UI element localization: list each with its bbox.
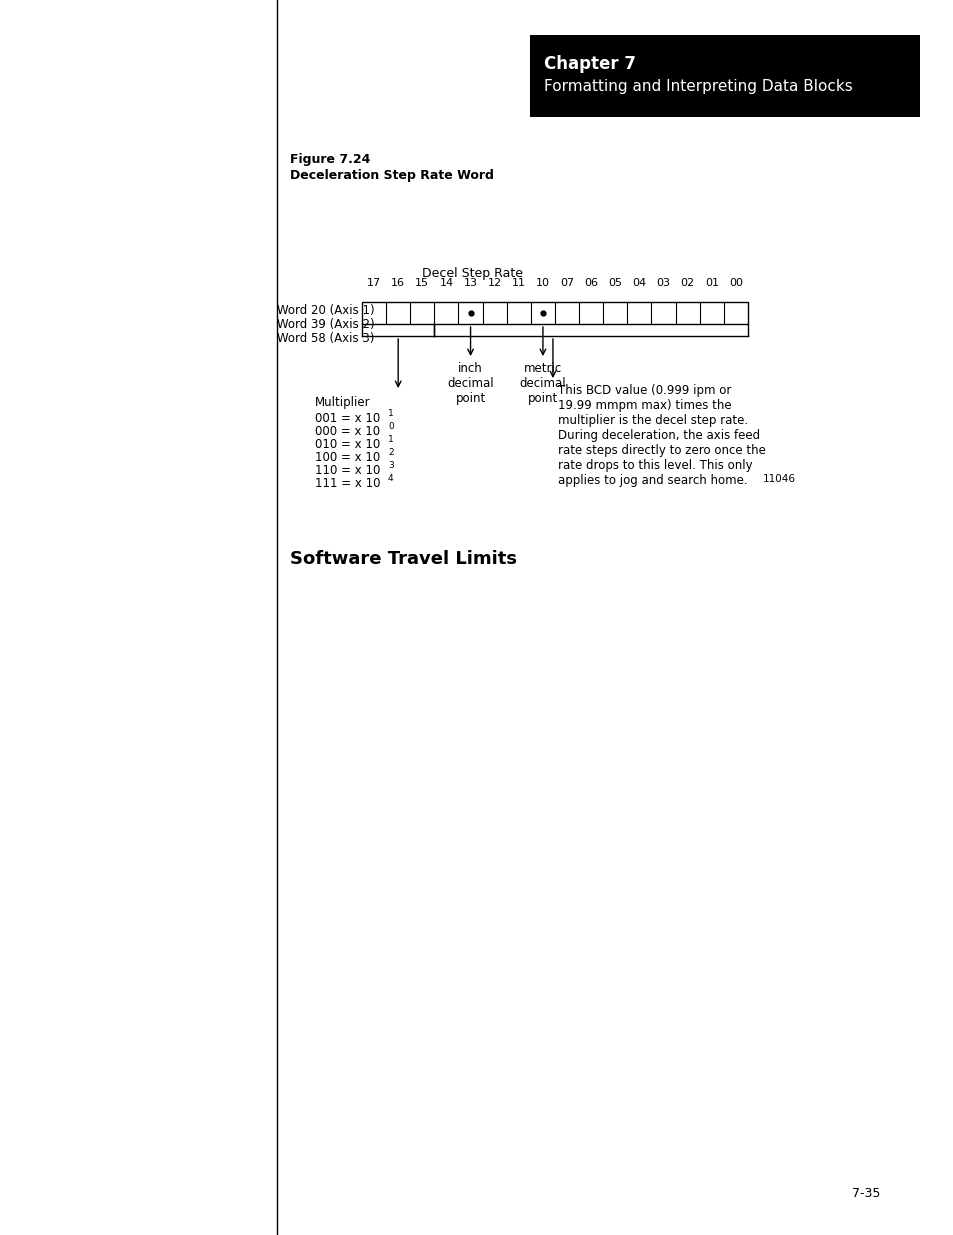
Text: Multiplier: Multiplier (314, 396, 370, 409)
Text: 17: 17 (367, 278, 381, 288)
Text: inch
decimal
point: inch decimal point (447, 362, 494, 405)
Text: 16: 16 (391, 278, 405, 288)
Bar (530, 35, 919, 117)
Text: metric
decimal
point: metric decimal point (519, 362, 566, 405)
Text: 11046: 11046 (762, 474, 795, 484)
Text: 110 = x 10: 110 = x 10 (314, 464, 380, 477)
Text: Deceleration Step Rate Word: Deceleration Step Rate Word (290, 169, 494, 182)
Text: 7-35: 7-35 (851, 1187, 879, 1200)
Text: 1: 1 (388, 409, 394, 417)
Text: 13: 13 (463, 278, 477, 288)
Text: Chapter 7: Chapter 7 (543, 56, 636, 73)
Text: This BCD value (0.999 ipm or
19.99 mmpm max) times the
multiplier is the decel s: This BCD value (0.999 ipm or 19.99 mmpm … (558, 384, 765, 487)
Text: 02: 02 (679, 278, 694, 288)
Text: Software Travel Limits: Software Travel Limits (290, 550, 517, 568)
Text: 1: 1 (388, 435, 394, 445)
Text: 12: 12 (487, 278, 501, 288)
Text: Word 39 (Axis 2): Word 39 (Axis 2) (276, 317, 375, 331)
Text: Word 20 (Axis 1): Word 20 (Axis 1) (276, 304, 375, 317)
Text: 001 = x 10: 001 = x 10 (314, 412, 380, 425)
Text: 4: 4 (388, 474, 394, 483)
Text: 05: 05 (608, 278, 621, 288)
Text: 04: 04 (632, 278, 646, 288)
Text: Word 58 (Axis 3): Word 58 (Axis 3) (276, 332, 374, 345)
Bar (361, 303, 747, 324)
Text: 3: 3 (388, 461, 394, 471)
Text: Figure 7.24: Figure 7.24 (290, 153, 370, 165)
Text: 11: 11 (511, 278, 525, 288)
Text: 111 = x 10: 111 = x 10 (314, 477, 380, 490)
Text: 06: 06 (583, 278, 598, 288)
Text: 03: 03 (656, 278, 670, 288)
Text: 010 = x 10: 010 = x 10 (314, 438, 380, 451)
Text: 100 = x 10: 100 = x 10 (314, 451, 380, 464)
Text: 0: 0 (388, 422, 394, 431)
Text: 000 = x 10: 000 = x 10 (314, 425, 379, 438)
Text: Formatting and Interpreting Data Blocks: Formatting and Interpreting Data Blocks (543, 79, 852, 94)
Text: Decel Step Rate: Decel Step Rate (421, 267, 522, 280)
Text: 14: 14 (439, 278, 453, 288)
Text: 00: 00 (728, 278, 742, 288)
Text: 07: 07 (559, 278, 574, 288)
Text: 10: 10 (536, 278, 549, 288)
Text: 15: 15 (415, 278, 429, 288)
Text: 2: 2 (388, 448, 394, 457)
Text: 01: 01 (704, 278, 718, 288)
